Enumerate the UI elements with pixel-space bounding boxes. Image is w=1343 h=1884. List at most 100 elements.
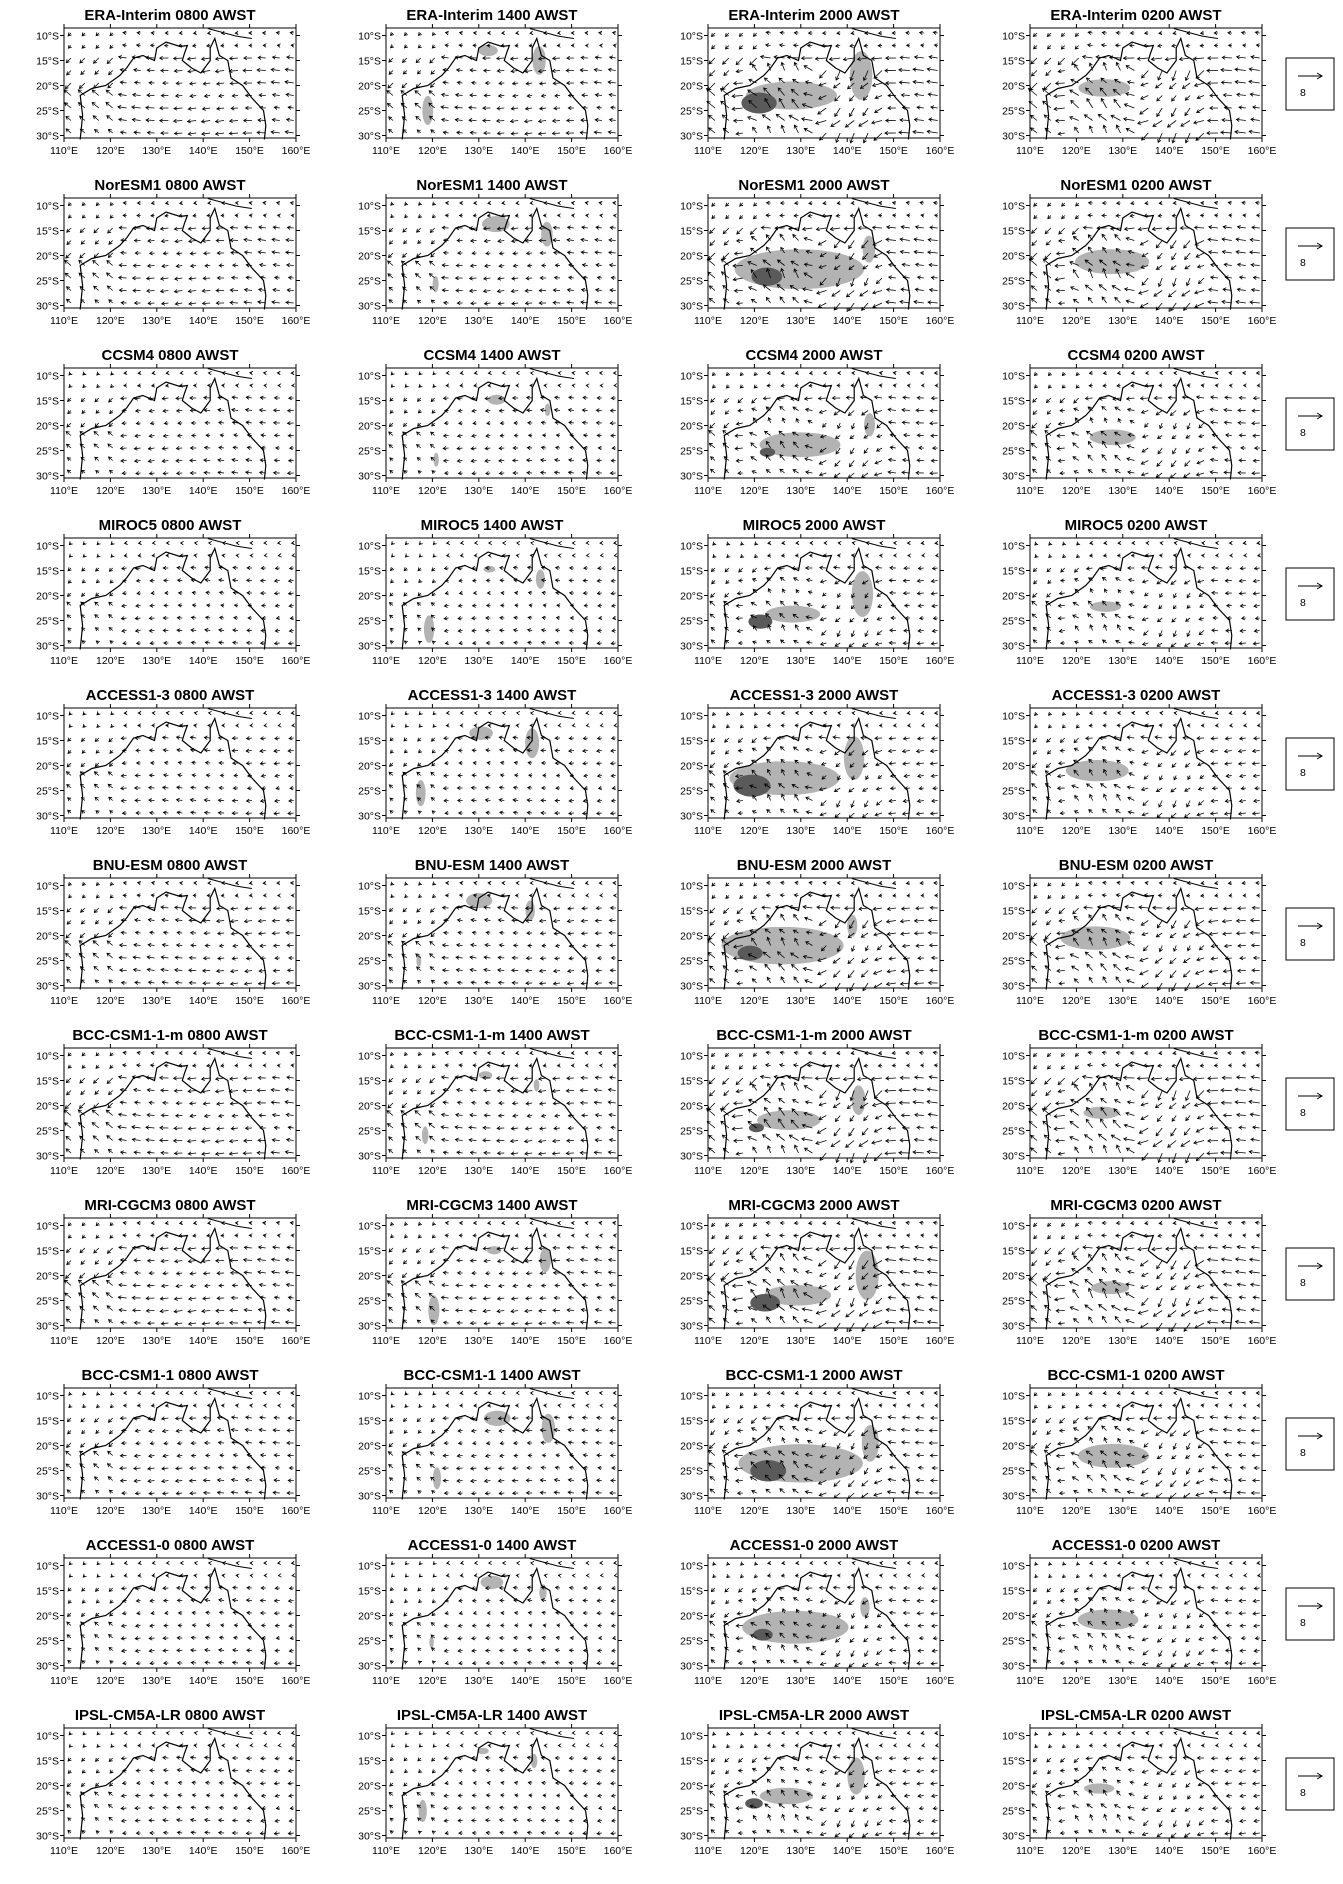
panel: ERA-Interim 1400 AWST110°E120°E130°E140°… bbox=[358, 7, 632, 157]
x-tick-label: 150°E bbox=[879, 1335, 908, 1347]
x-tick-label: 110°E bbox=[1016, 1675, 1044, 1687]
y-tick-label: 25°S bbox=[358, 1636, 381, 1648]
x-tick-label: 150°E bbox=[235, 1165, 264, 1177]
coastline bbox=[724, 1739, 910, 1840]
x-tick-label: 110°E bbox=[372, 1675, 400, 1687]
x-tick-label: 120°E bbox=[96, 315, 125, 327]
coastline bbox=[1174, 879, 1218, 889]
x-tick-label: 120°E bbox=[1062, 825, 1091, 837]
y-tick-label: 30°S bbox=[680, 641, 703, 653]
y-tick-label: 15°S bbox=[680, 56, 703, 68]
x-tick-label: 150°E bbox=[235, 1505, 264, 1517]
x-tick-label: 130°E bbox=[142, 1335, 171, 1347]
panel: MRI-CGCM3 0800 AWST110°E120°E130°E140°E1… bbox=[36, 1197, 310, 1347]
x-tick-label: 140°E bbox=[833, 145, 862, 157]
x-tick-label: 120°E bbox=[418, 145, 447, 157]
x-tick-label: 160°E bbox=[604, 1165, 633, 1177]
y-tick-label: 15°S bbox=[358, 1416, 381, 1428]
panel-title: ERA-Interim 1400 AWST bbox=[406, 7, 577, 24]
coastline bbox=[530, 709, 574, 719]
y-tick-label: 25°S bbox=[680, 956, 703, 968]
y-tick-label: 10°S bbox=[680, 1221, 703, 1233]
figure: ERA-Interim 0800 AWST 110°E 120°E 130°E 140°… bbox=[0, 0, 1343, 1879]
panel-title: BCC-CSM1-1 0200 AWST bbox=[1048, 1367, 1225, 1384]
panel-title: CCSM4 1400 AWST bbox=[424, 347, 561, 364]
coastline bbox=[1174, 199, 1218, 209]
y-tick-label: 30°S bbox=[1002, 301, 1025, 313]
panel-title: ACCESS1-0 0800 AWST bbox=[86, 1537, 255, 1554]
coastline bbox=[80, 209, 266, 310]
x-tick-label: 150°E bbox=[557, 145, 586, 157]
y-tick-label: 25°S bbox=[36, 616, 59, 628]
panel-title: MRI-CGCM3 0200 AWST bbox=[1050, 1197, 1221, 1214]
x-tick-label: 140°E bbox=[833, 315, 862, 327]
panel: ERA-Interim 2000 AWST110°E120°E130°E140°… bbox=[680, 7, 954, 157]
panel-title: ERA-Interim 0800 AWST bbox=[84, 7, 255, 24]
panel-title: ACCESS1-3 0200 AWST bbox=[1052, 687, 1221, 704]
x-tick-label: 140°E bbox=[833, 825, 862, 837]
y-tick-label: 25°S bbox=[358, 616, 381, 628]
reference-box bbox=[1286, 568, 1334, 620]
x-tick-label: 140°E bbox=[511, 825, 540, 837]
x-tick-label: 110°E bbox=[50, 1165, 78, 1177]
y-tick-label: 20°S bbox=[358, 1441, 381, 1453]
wind-vectors bbox=[710, 1731, 939, 1837]
coastline bbox=[1046, 1739, 1232, 1840]
y-tick-label: 30°S bbox=[1002, 131, 1025, 143]
x-tick-label: 150°E bbox=[235, 315, 264, 327]
y-tick-label: 25°S bbox=[36, 956, 59, 968]
panel-title: BNU-ESM 0200 AWST bbox=[1059, 857, 1213, 874]
coastline bbox=[80, 719, 266, 820]
y-tick-label: 15°S bbox=[36, 736, 59, 748]
coastline bbox=[1046, 379, 1232, 480]
x-tick-label: 140°E bbox=[511, 655, 540, 667]
reference-label: 8 bbox=[1300, 1447, 1306, 1459]
y-tick-label: 15°S bbox=[680, 906, 703, 918]
y-tick-label: 15°S bbox=[680, 1076, 703, 1088]
rainfall-shading bbox=[852, 571, 873, 617]
y-tick-label: 10°S bbox=[1002, 1221, 1025, 1233]
y-tick-label: 25°S bbox=[1002, 1126, 1025, 1138]
x-tick-label: 140°E bbox=[511, 1165, 540, 1177]
y-tick-label: 20°S bbox=[1002, 1611, 1025, 1623]
y-tick-label: 25°S bbox=[36, 446, 59, 458]
y-tick-label: 15°S bbox=[358, 736, 381, 748]
x-tick-label: 130°E bbox=[464, 995, 493, 1007]
y-tick-label: 15°S bbox=[1002, 906, 1025, 918]
x-tick-label: 160°E bbox=[1248, 1335, 1277, 1347]
coastline bbox=[208, 1389, 252, 1399]
coastline bbox=[530, 1389, 574, 1399]
panel: MRI-CGCM3 0200 AWST110°E120°E130°E140°E1… bbox=[1002, 1197, 1276, 1347]
y-tick-label: 25°S bbox=[1002, 1636, 1025, 1648]
y-tick-label: 20°S bbox=[1002, 931, 1025, 943]
y-tick-label: 20°S bbox=[358, 1781, 381, 1793]
x-tick-label: 140°E bbox=[1155, 145, 1184, 157]
coastline bbox=[1174, 539, 1218, 549]
x-tick-label: 120°E bbox=[1062, 485, 1091, 497]
x-tick-label: 150°E bbox=[235, 1335, 264, 1347]
rainfall-shading bbox=[735, 249, 865, 289]
panel: CCSM4 0200 AWST110°E120°E130°E140°E150°E… bbox=[1002, 347, 1276, 497]
coastline bbox=[208, 879, 252, 889]
y-tick-label: 30°S bbox=[36, 1661, 59, 1673]
y-tick-label: 25°S bbox=[1002, 616, 1025, 628]
x-tick-label: 150°E bbox=[235, 825, 264, 837]
panel-title: MRI-CGCM3 1400 AWST bbox=[406, 1197, 577, 1214]
panel-title: IPSL-CM5A-LR 0800 AWST bbox=[75, 1707, 265, 1724]
panel-title: ERA-Interim 0200 AWST bbox=[1050, 7, 1221, 24]
x-tick-label: 140°E bbox=[1155, 1505, 1184, 1517]
x-tick-label: 110°E bbox=[694, 655, 722, 667]
x-tick-label: 110°E bbox=[372, 145, 400, 157]
y-tick-label: 15°S bbox=[358, 906, 381, 918]
y-tick-label: 30°S bbox=[36, 301, 59, 313]
y-tick-label: 10°S bbox=[1002, 1391, 1025, 1403]
y-tick-label: 10°S bbox=[358, 371, 381, 383]
y-tick-label: 20°S bbox=[1002, 1781, 1025, 1793]
reference-box bbox=[1286, 228, 1334, 280]
coastline bbox=[208, 709, 252, 719]
y-tick-label: 20°S bbox=[1002, 1441, 1025, 1453]
x-tick-label: 120°E bbox=[96, 1845, 125, 1857]
y-tick-label: 10°S bbox=[358, 1221, 381, 1233]
wind-vectors bbox=[708, 1391, 938, 1498]
coastline bbox=[402, 379, 588, 480]
